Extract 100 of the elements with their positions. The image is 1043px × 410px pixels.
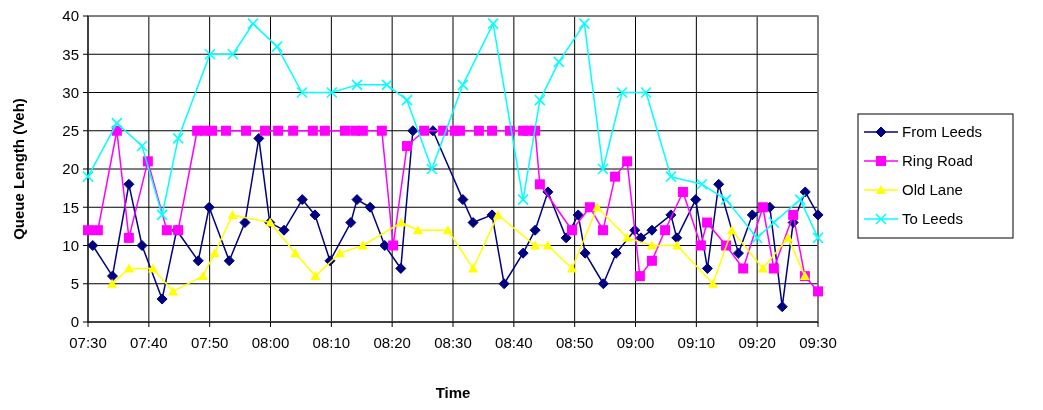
point [457, 194, 469, 206]
point [271, 40, 283, 53]
point [812, 232, 824, 244]
point [326, 86, 338, 99]
point [351, 79, 363, 91]
point [147, 263, 158, 273]
point [168, 286, 179, 296]
point [487, 125, 498, 136]
point [260, 125, 271, 136]
point [768, 263, 779, 274]
point [560, 232, 572, 244]
point [288, 125, 299, 136]
point [812, 209, 824, 221]
point [498, 278, 510, 290]
point [106, 270, 118, 282]
point [401, 94, 413, 106]
point [610, 171, 621, 182]
point [83, 225, 93, 236]
point [412, 225, 423, 235]
point [123, 263, 134, 273]
point [339, 125, 350, 136]
x-tick-label: 09:30 [799, 334, 837, 351]
point [381, 79, 393, 91]
point [665, 170, 677, 183]
point [396, 217, 407, 227]
point [136, 140, 148, 152]
point [172, 132, 184, 145]
point [578, 17, 591, 30]
point [746, 209, 758, 221]
point [290, 248, 301, 258]
point [695, 240, 706, 251]
point [671, 232, 683, 244]
point [273, 125, 284, 136]
x-tick-label: 07:30 [69, 334, 107, 351]
point [517, 193, 529, 206]
x-tick-label: 08:10 [312, 334, 351, 351]
point [726, 225, 737, 235]
point [553, 56, 565, 68]
point [467, 217, 479, 229]
point [203, 201, 215, 213]
point [720, 193, 732, 206]
point [579, 247, 591, 259]
point [672, 240, 683, 250]
point [296, 194, 308, 206]
point [529, 224, 541, 236]
point [204, 48, 216, 60]
point [473, 125, 484, 136]
point [732, 247, 744, 259]
point [635, 232, 647, 244]
point [542, 240, 553, 250]
y-tick-label: 40 [62, 7, 79, 25]
point [156, 209, 168, 221]
y-tick-label: 0 [70, 313, 79, 331]
x-tick-label: 08:20 [373, 334, 411, 351]
point [646, 255, 657, 266]
y-tick-label: 5 [70, 275, 79, 292]
y-tick-label: 25 [62, 122, 79, 139]
point [357, 240, 368, 250]
point [757, 202, 768, 213]
point [426, 163, 438, 175]
point [309, 209, 321, 221]
point [738, 263, 749, 274]
legend-label: To Leeds [902, 210, 963, 228]
point [351, 194, 363, 206]
point [776, 301, 788, 313]
point [702, 217, 713, 228]
point [622, 156, 633, 167]
point [530, 240, 541, 250]
point [646, 224, 658, 236]
point [136, 240, 148, 251]
point [751, 232, 763, 244]
point [517, 247, 529, 259]
point [388, 240, 399, 251]
y-tick-label: 10 [62, 236, 79, 254]
point [364, 201, 376, 213]
point [253, 132, 265, 144]
x-tick-label: 09:20 [738, 334, 776, 351]
point [442, 225, 453, 235]
point [592, 202, 603, 212]
point [457, 79, 469, 91]
point [123, 232, 134, 243]
point [227, 48, 239, 60]
point [690, 194, 702, 206]
x-tick-label: 08:00 [251, 334, 290, 351]
point [468, 263, 479, 273]
y-tick-label: 20 [62, 160, 79, 178]
point [310, 271, 321, 281]
point [566, 263, 577, 273]
point [319, 125, 330, 136]
point [192, 255, 204, 267]
point [492, 209, 503, 219]
point [646, 240, 657, 250]
point [402, 141, 413, 152]
point [419, 125, 430, 136]
x-axis-title: Time [435, 384, 471, 401]
point [707, 278, 718, 288]
point [757, 263, 768, 273]
point [616, 86, 628, 99]
point [223, 255, 235, 267]
point [227, 209, 238, 219]
